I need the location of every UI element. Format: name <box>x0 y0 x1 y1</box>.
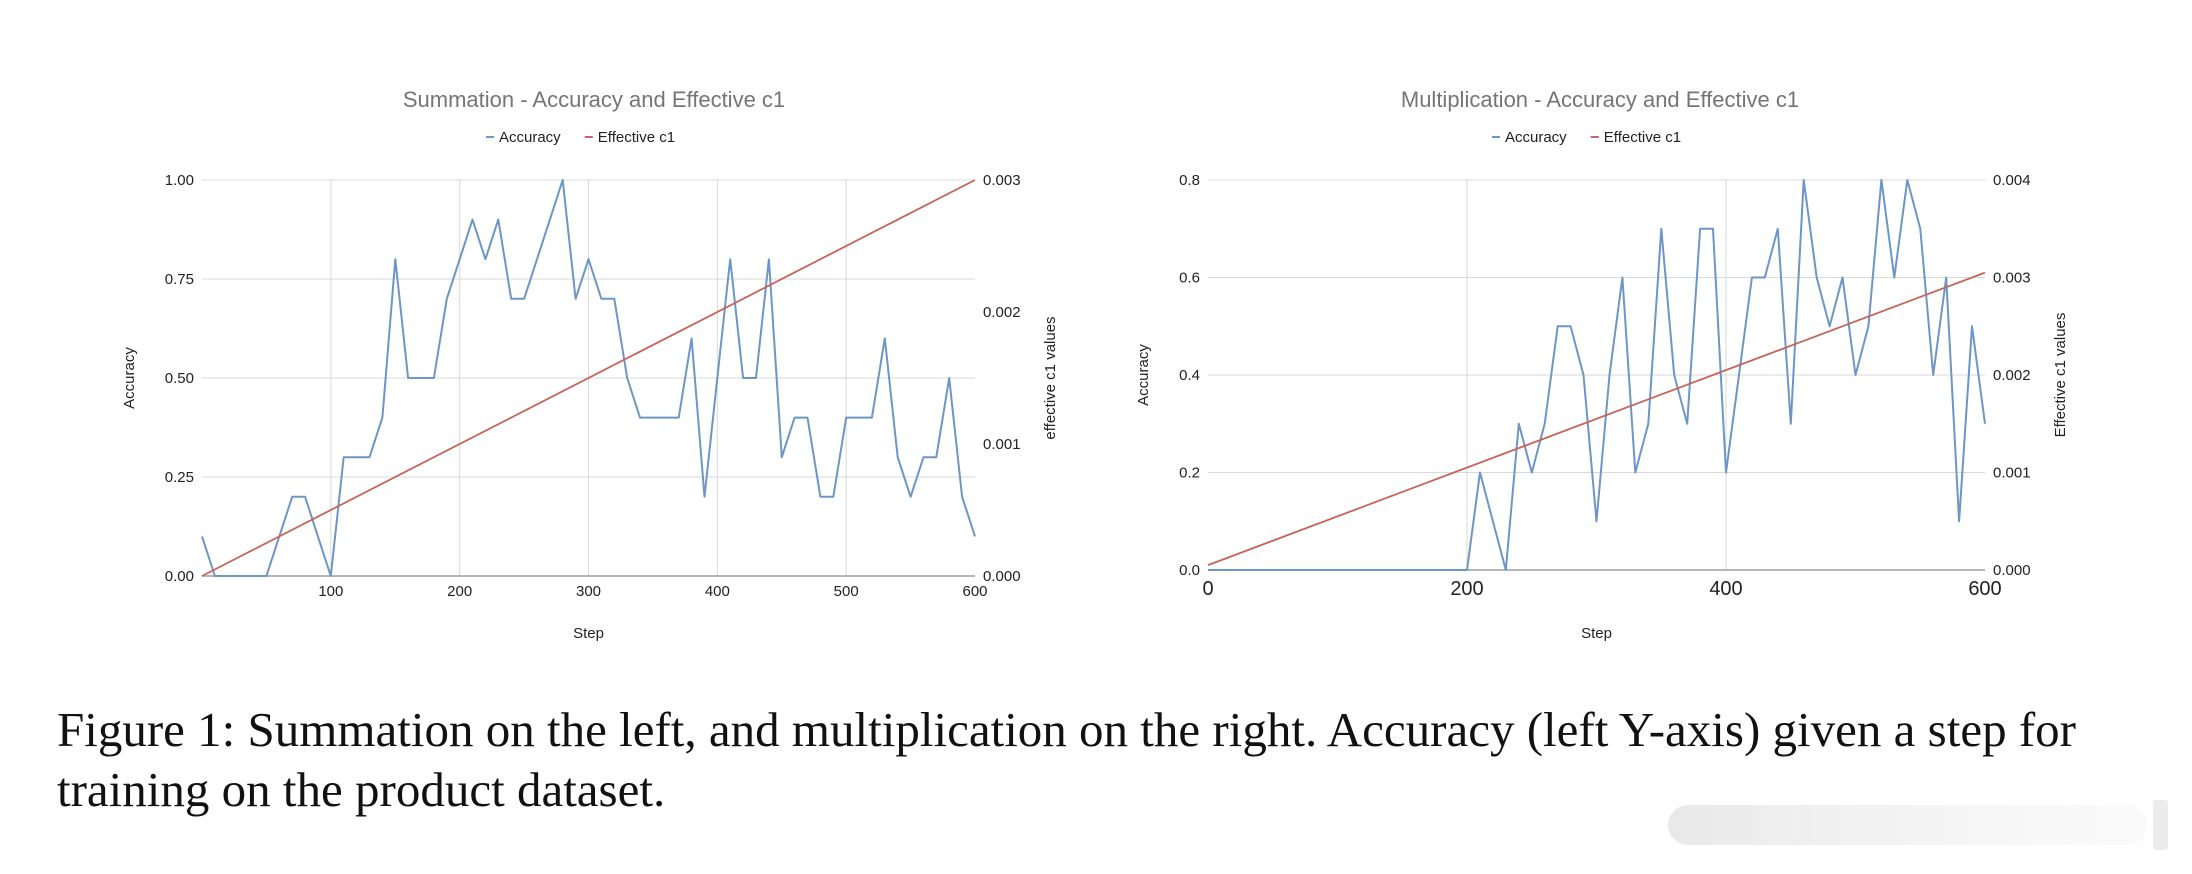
y-tick-label: 0.2 <box>1179 465 1200 482</box>
x-axis-label: Step <box>573 625 604 642</box>
y2-tick-label: 0.001 <box>983 436 1021 453</box>
y-tick-label: 0.25 <box>165 469 194 486</box>
y2-tick-label: 0.001 <box>1993 465 2031 482</box>
legend-label-effective-c1: Effective c1 <box>1604 129 1681 146</box>
charts-svg: Summation - Accuracy and Effective c1 Acc… <box>121 87 2069 642</box>
y-tick-label: 0.00 <box>165 568 194 585</box>
legend-label-effective-c1: Effective c1 <box>598 129 675 146</box>
y-axis-label: Accuracy <box>121 347 138 409</box>
y2-axis-label: effective c1 values <box>1042 316 1059 439</box>
x-tick-label: 400 <box>705 583 730 600</box>
y-tick-label: 0.0 <box>1179 562 1200 579</box>
x-tick-label: 600 <box>962 583 987 600</box>
accuracy-line <box>201 179 976 577</box>
watermark-decoration <box>1668 800 2168 850</box>
effective-c1-line <box>201 179 976 577</box>
x-tick-label: 0 <box>1202 578 1213 600</box>
x-tick-label: 200 <box>447 583 472 600</box>
legend: Accuracy Effective c1 <box>1492 129 1681 146</box>
y2-tick-label: 0.003 <box>983 172 1021 189</box>
y2-tick-label: 0.004 <box>1993 172 2031 189</box>
y-tick-label: 0.75 <box>165 271 194 288</box>
figure-caption: Figure 1: Summation on the left, and mul… <box>57 702 2076 817</box>
chart-title: Summation - Accuracy and Effective c1 <box>403 87 785 112</box>
chart-summation: Summation - Accuracy and Effective c1 Acc… <box>121 87 1059 642</box>
x-axis-label: Step <box>1581 625 1612 642</box>
y-tick-label: 0.8 <box>1179 172 1200 189</box>
charts-area: Summation - Accuracy and Effective c1 Acc… <box>121 87 2069 642</box>
accuracy-line <box>1208 179 1986 571</box>
y2-axis-label: Effective c1 values <box>2052 313 2069 438</box>
x-tick-label: 400 <box>1709 578 1742 600</box>
effective-c1-line <box>1207 271 1986 566</box>
y-tick-label: 0.4 <box>1179 367 1200 384</box>
legend-label-accuracy: Accuracy <box>499 129 561 146</box>
y2-tick-label: 0.000 <box>983 568 1021 585</box>
y-tick-label: 0.50 <box>165 370 194 387</box>
x-tick-label: 100 <box>318 583 343 600</box>
x-tick-label: 500 <box>834 583 859 600</box>
x-tick-label: 300 <box>576 583 601 600</box>
x-tick-label: 200 <box>1450 578 1483 600</box>
y2-tick-label: 0.000 <box>1993 562 2031 579</box>
legend: Accuracy Effective c1 <box>486 129 675 146</box>
x-tick-label: 600 <box>1968 578 2001 600</box>
chart-title: Multiplication - Accuracy and Effective … <box>1401 87 1799 112</box>
chart-multiplication: Multiplication - Accuracy and Effective … <box>1135 87 2069 642</box>
y2-tick-label: 0.003 <box>1993 270 2031 287</box>
y-tick-label: 1.00 <box>165 172 194 189</box>
y2-tick-label: 0.002 <box>1993 367 2031 384</box>
y-axis-label: Accuracy <box>1135 344 1152 406</box>
y2-tick-label: 0.002 <box>983 304 1021 321</box>
y-tick-label: 0.6 <box>1179 270 1200 287</box>
legend-label-accuracy: Accuracy <box>1505 129 1567 146</box>
